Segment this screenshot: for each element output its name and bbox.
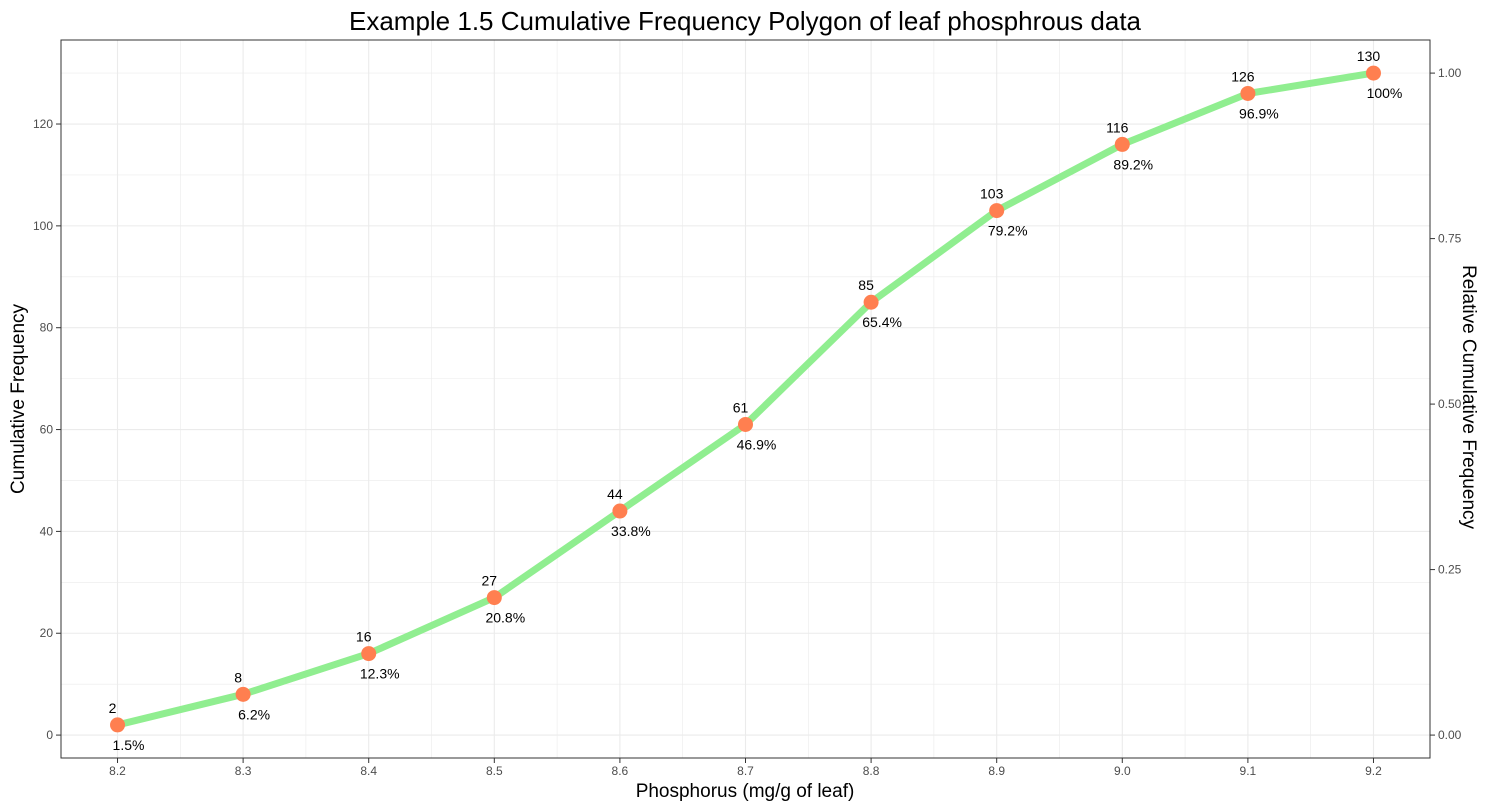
grid-lines (61, 40, 1430, 758)
count-label: 44 (607, 486, 623, 502)
y2-tick-label: 1.00 (1438, 66, 1462, 80)
x-tick-label: 8.7 (737, 764, 754, 778)
y-tick-label: 40 (40, 524, 54, 538)
x-tick-label: 9.2 (1365, 764, 1382, 778)
y-tick-label: 0 (46, 728, 53, 742)
relative-percent-label: 12.3% (360, 666, 400, 682)
relative-percent-label: 6.2% (238, 706, 270, 722)
relative-percent-label: 96.9% (1239, 105, 1279, 121)
data-point (110, 717, 126, 733)
data-point (235, 686, 251, 702)
relative-percent-label: 1.5% (113, 737, 145, 753)
y-tick-label: 20 (40, 626, 54, 640)
x-tick-label: 8.8 (863, 764, 880, 778)
data-point (989, 203, 1005, 219)
relative-percent-label: 89.2% (1113, 156, 1153, 172)
data-point (738, 416, 753, 432)
count-label: 2 (109, 700, 117, 716)
y-tick-label: 60 (40, 423, 54, 437)
data-point (361, 646, 377, 662)
series-layer: 2 1.5% 8 6.2% 16 12.3% 27 20.8% 44 33.8% 61 46.9% 85… (109, 48, 1403, 753)
data-point (612, 503, 628, 519)
count-label: 61 (733, 399, 749, 415)
x-tick-label: 8.5 (486, 764, 503, 778)
x-tick-label: 8.3 (235, 764, 252, 778)
x-tick-label: 8.6 (612, 764, 629, 778)
y2-axis-title: Relative Cumulative Frequency (1458, 265, 1479, 530)
data-point (1114, 136, 1130, 152)
data-point (1240, 85, 1256, 101)
relative-percent-label: 65.4% (862, 314, 902, 330)
relative-percent-label: 79.2% (988, 223, 1028, 239)
data-point (1365, 65, 1381, 81)
data-point (863, 294, 879, 310)
count-label: 130 (1357, 48, 1381, 64)
chart-title: Example 1.5 Cumulative Frequency Polygon… (349, 6, 1142, 36)
y2-tick-label: 0.25 (1438, 563, 1462, 577)
x-tick-label: 8.4 (360, 764, 377, 778)
count-label: 27 (482, 573, 498, 589)
count-label: 8 (234, 669, 242, 685)
axes: 8.2 8.3 8.4 8.5 8.6 8.7 8.8 8.9 9.0 9.1 9.2 0 20 40 60… (33, 66, 1462, 778)
y-tick-label: 80 (40, 321, 54, 335)
x-tick-label: 9.1 (1240, 764, 1257, 778)
x-tick-label: 9.0 (1114, 764, 1131, 778)
y-tick-label: 100 (33, 219, 53, 233)
relative-percent-label: 100% (1367, 85, 1403, 101)
y2-tick-label: 0.50 (1438, 397, 1462, 411)
relative-percent-label: 46.9% (737, 436, 777, 452)
relative-percent-label: 20.8% (485, 610, 525, 626)
x-tick-label: 8.2 (109, 764, 126, 778)
data-point (486, 590, 502, 606)
count-label: 16 (356, 629, 372, 645)
y-axis-title: Cumulative Frequency (8, 303, 29, 494)
x-tick-label: 8.9 (988, 764, 1005, 778)
count-label: 85 (858, 277, 874, 293)
x-axis-title: Phosphorus (mg/g of leaf) (636, 781, 855, 802)
y2-tick-label: 0.00 (1438, 728, 1462, 742)
count-label: 116 (1106, 119, 1129, 135)
count-label: 103 (980, 186, 1004, 202)
relative-percent-label: 33.8% (611, 523, 651, 539)
count-label: 126 (1231, 68, 1255, 84)
y-tick-label: 120 (33, 117, 53, 131)
y2-tick-label: 0.75 (1438, 232, 1462, 246)
